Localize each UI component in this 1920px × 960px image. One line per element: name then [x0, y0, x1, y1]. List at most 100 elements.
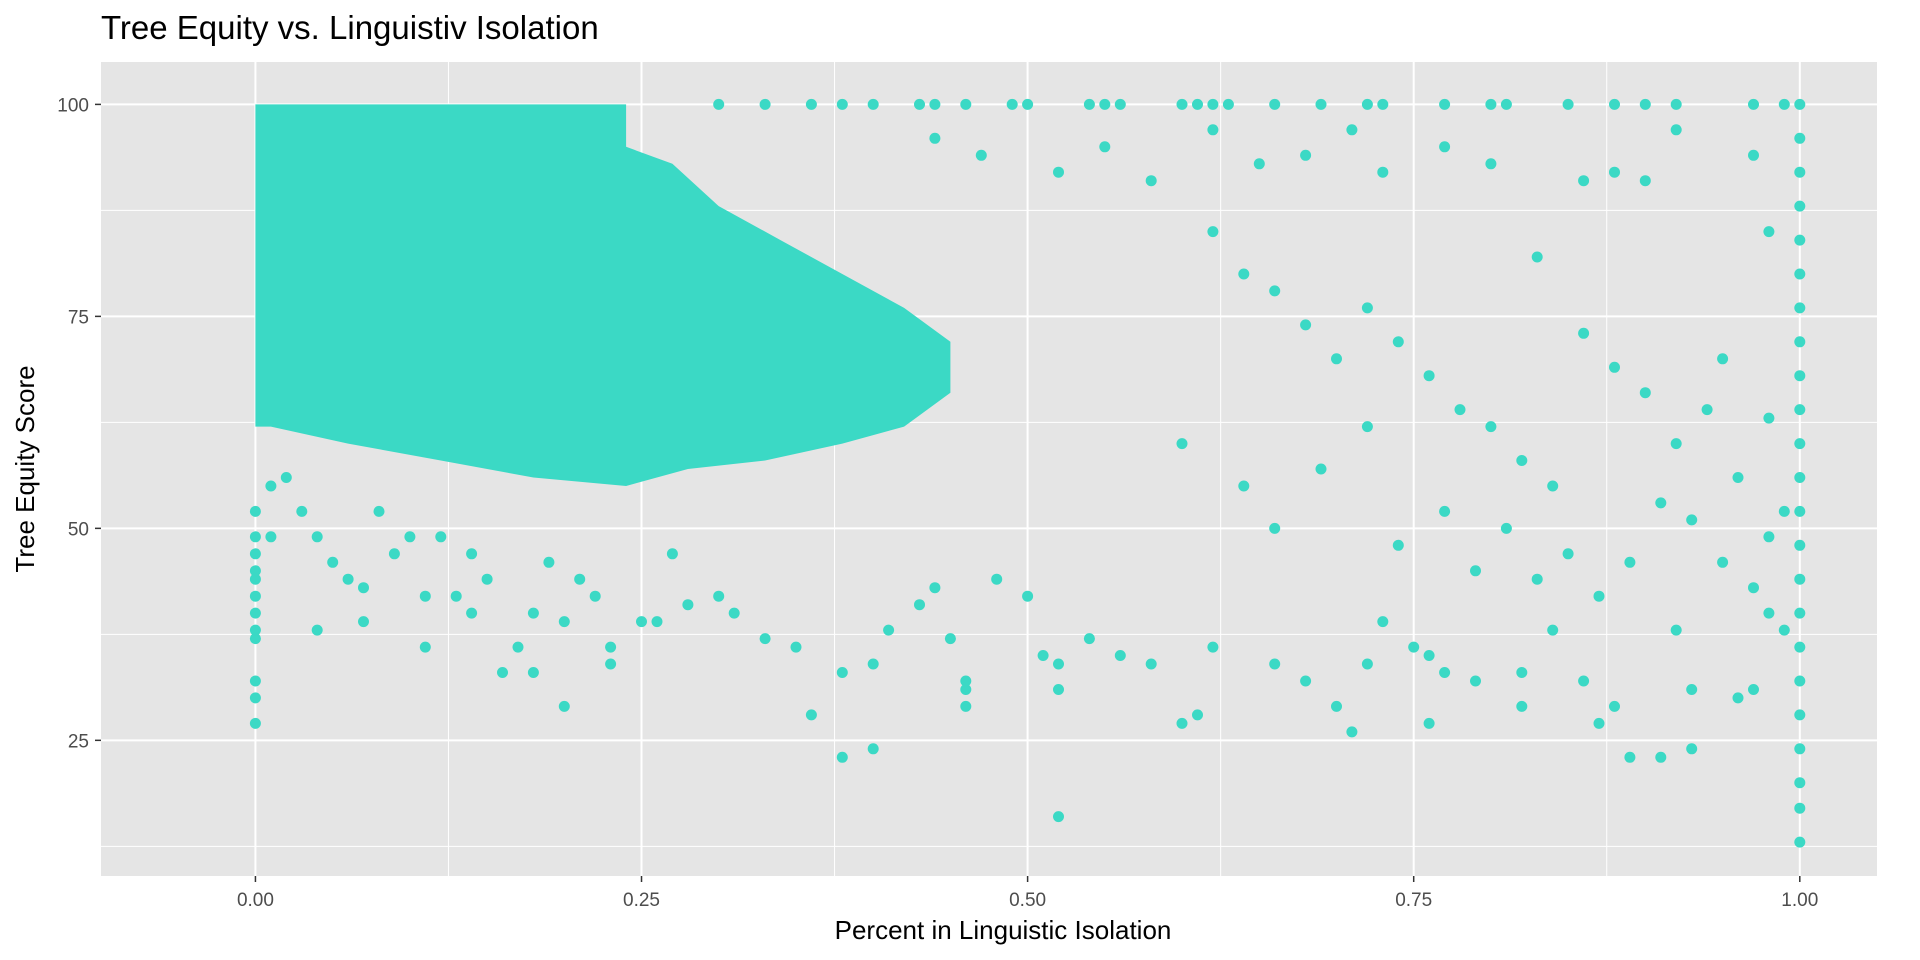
data-point — [1531, 573, 1543, 585]
x-tick-label: 0.25 — [623, 890, 660, 911]
x-tick-label: 0.50 — [1009, 890, 1046, 911]
data-point — [249, 717, 261, 729]
data-point — [1562, 98, 1574, 110]
data-point — [1439, 667, 1451, 678]
data-point — [311, 531, 323, 543]
data-point — [1639, 175, 1651, 187]
data-point — [991, 573, 1003, 585]
data-point — [1392, 539, 1404, 551]
data-point — [1423, 650, 1435, 661]
data-point — [1269, 658, 1281, 670]
data-point — [1763, 226, 1775, 238]
data-point — [1794, 802, 1806, 814]
chart-title: Tree Equity vs. Linguistiv Isolation — [101, 9, 599, 46]
data-point — [404, 531, 416, 543]
data-point — [1686, 743, 1698, 755]
x-tick-label: 0.75 — [1395, 890, 1432, 911]
data-point — [1253, 158, 1265, 170]
data-point — [1639, 387, 1651, 399]
data-point — [960, 684, 972, 695]
data-point — [944, 633, 956, 645]
data-point — [558, 616, 570, 628]
data-point — [1423, 717, 1435, 729]
data-point — [1593, 590, 1605, 602]
y-tick-label: 100 — [57, 95, 89, 116]
data-point — [249, 624, 261, 636]
data-point — [249, 633, 261, 645]
data-point — [1794, 234, 1806, 246]
data-point — [1439, 141, 1451, 153]
data-point — [1176, 438, 1188, 450]
data-point — [1794, 132, 1806, 144]
data-point — [249, 565, 261, 577]
data-point — [249, 505, 261, 517]
data-point — [1346, 124, 1358, 136]
y-axis-title: Tree Equity Score — [10, 365, 40, 572]
data-point — [713, 98, 725, 110]
data-point — [1609, 700, 1620, 712]
data-point — [929, 98, 941, 110]
data-point — [1794, 472, 1806, 483]
data-point — [759, 633, 771, 645]
data-point — [373, 505, 385, 517]
data-point — [1794, 438, 1806, 450]
data-point — [867, 658, 879, 670]
data-point — [1794, 743, 1806, 755]
data-points — [249, 98, 1806, 848]
data-point — [1145, 658, 1157, 670]
data-point — [1037, 650, 1049, 661]
data-point — [867, 743, 879, 755]
data-point — [1361, 302, 1373, 314]
data-point — [1176, 717, 1188, 729]
data-point — [914, 98, 925, 110]
data-point — [790, 641, 802, 653]
data-point — [867, 98, 879, 110]
y-tick-label: 75 — [68, 307, 89, 328]
data-point — [1423, 370, 1435, 382]
data-point — [1022, 98, 1034, 110]
data-point — [1794, 505, 1806, 517]
data-point — [1361, 421, 1373, 433]
data-point — [1238, 480, 1250, 492]
data-point — [388, 548, 400, 560]
data-point — [1686, 684, 1698, 695]
data-point — [1794, 573, 1806, 585]
data-point — [527, 667, 539, 678]
data-point — [1099, 141, 1111, 153]
data-point — [1794, 370, 1806, 382]
data-point — [1609, 361, 1620, 373]
data-point — [883, 624, 895, 636]
data-point — [1609, 98, 1620, 110]
data-point — [1439, 505, 1451, 517]
data-point — [1053, 684, 1064, 695]
data-point — [1300, 675, 1312, 687]
data-point — [1593, 717, 1605, 729]
data-point — [1207, 641, 1219, 653]
data-point — [1053, 811, 1064, 823]
data-point — [1500, 98, 1512, 110]
data-point — [759, 98, 771, 110]
data-point — [1269, 522, 1281, 534]
data-point — [1114, 650, 1126, 661]
data-point — [1794, 539, 1806, 551]
data-point — [929, 582, 941, 594]
data-point — [1639, 98, 1651, 110]
data-point — [1578, 175, 1590, 187]
data-point — [1748, 582, 1759, 594]
x-axis-title: Percent in Linguistic Isolation — [835, 915, 1172, 945]
data-point — [419, 641, 431, 653]
data-point — [265, 480, 277, 492]
data-point — [1763, 607, 1775, 619]
data-point — [805, 709, 817, 721]
data-point — [249, 573, 261, 585]
y-axis: 25 50 75 100 — [57, 95, 101, 752]
data-point — [1300, 319, 1312, 331]
data-point — [1176, 98, 1188, 110]
data-point — [713, 590, 725, 602]
data-point — [1238, 268, 1250, 280]
data-point — [651, 616, 663, 628]
data-point — [1732, 692, 1744, 704]
data-point — [249, 607, 261, 619]
data-point — [836, 751, 848, 763]
data-point — [1794, 675, 1806, 687]
